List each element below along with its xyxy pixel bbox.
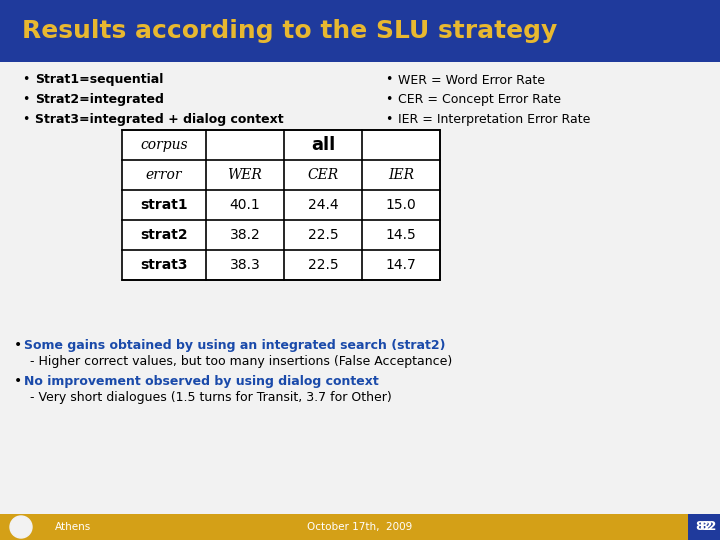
Text: Athens: Athens [55,522,91,532]
Text: - Higher correct values, but too many insertions (False Acceptance): - Higher correct values, but too many in… [30,355,452,368]
Text: 38.3: 38.3 [230,258,261,272]
Text: •: • [385,73,392,86]
Text: strat2: strat2 [140,228,188,242]
Text: •: • [385,93,392,106]
Text: Strat2=integrated: Strat2=integrated [35,93,164,106]
Text: WER = Word Error Rate: WER = Word Error Rate [398,73,545,86]
Circle shape [4,515,28,539]
Text: 14.5: 14.5 [386,228,416,242]
Text: October 17th,  2009: October 17th, 2009 [307,522,413,532]
Text: - Very short dialogues (1.5 turns for Transit, 3.7 for Other): - Very short dialogues (1.5 turns for Tr… [30,392,392,404]
Text: strat3: strat3 [140,258,188,272]
Text: corpus: corpus [140,138,188,152]
Text: No improvement observed by using dialog context: No improvement observed by using dialog … [24,375,379,388]
Text: 82: 82 [699,521,716,534]
Text: CER = Concept Error Rate: CER = Concept Error Rate [398,93,561,106]
Text: CER: CER [307,168,338,182]
Text: 22.5: 22.5 [307,228,338,242]
Text: Results according to the SLU strategy: Results according to the SLU strategy [22,19,557,43]
Text: 15.0: 15.0 [386,198,416,212]
Text: Some gains obtained by using an integrated search (strat2): Some gains obtained by using an integrat… [24,339,446,352]
Bar [688,514,720,540]
Text: 38.2: 38.2 [230,228,261,242]
Text: strat1: strat1 [140,198,188,212]
Text: Strat1=sequential: Strat1=sequential [35,73,163,86]
Text: •: • [22,73,30,86]
Text: 82: 82 [696,521,713,534]
Text: •: • [14,338,22,352]
Bar [0,0,720,62]
Text: 24.4: 24.4 [307,198,338,212]
Text: 40.1: 40.1 [230,198,261,212]
Text: •: • [14,374,22,388]
Text: WER: WER [228,168,262,182]
Bar [0,514,720,540]
Text: IER = Interpretation Error Rate: IER = Interpretation Error Rate [398,113,590,126]
Text: error: error [145,168,182,182]
Text: Strat3=integrated + dialog context: Strat3=integrated + dialog context [35,113,284,126]
Text: •: • [385,113,392,126]
Text: 22.5: 22.5 [307,258,338,272]
Text: •: • [22,93,30,106]
Bar [122,130,440,280]
Text: IER: IER [388,168,414,182]
Text: 14.7: 14.7 [386,258,416,272]
Text: •: • [22,113,30,126]
Circle shape [10,516,32,538]
Text: all: all [311,136,335,154]
